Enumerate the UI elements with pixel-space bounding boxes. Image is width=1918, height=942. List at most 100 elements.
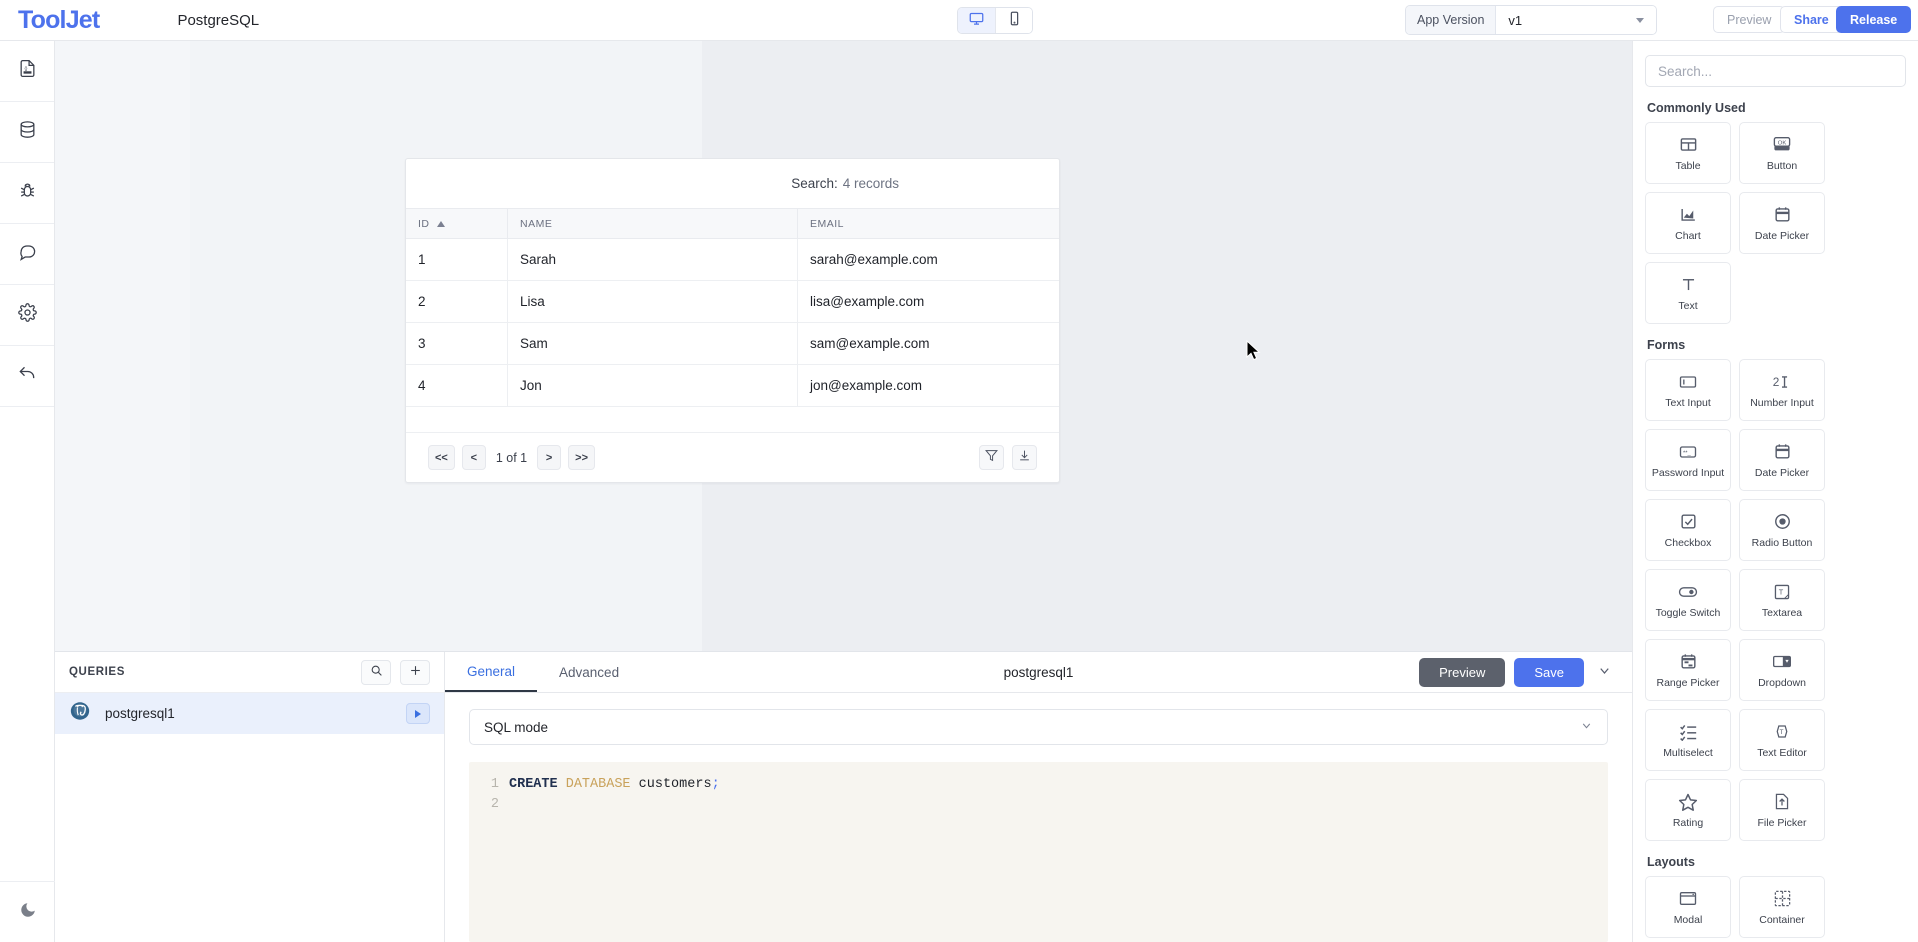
component-card-rating[interactable]: Rating bbox=[1645, 779, 1731, 841]
pagination-last-button[interactable]: >> bbox=[568, 445, 595, 470]
desktop-view-button[interactable] bbox=[958, 8, 995, 33]
pagination-page-label: 1 of 1 bbox=[495, 450, 528, 465]
svg-text:{}: {} bbox=[24, 66, 28, 72]
table-column-header-email[interactable]: EMAIL bbox=[798, 209, 1059, 238]
query-list-item-postgresql1[interactable]: postgresql1 bbox=[55, 693, 444, 734]
table-widget[interactable]: Search: 4 records ID NAME EMAIL 1 Sarah … bbox=[405, 158, 1060, 483]
table-filter-button[interactable] bbox=[979, 445, 1004, 470]
component-card-table[interactable]: Table bbox=[1645, 122, 1731, 184]
component-label: Text Editor bbox=[1757, 746, 1807, 759]
cell-email: lisa@example.com bbox=[810, 294, 925, 309]
line-number: 2 bbox=[490, 797, 499, 812]
svg-text:T: T bbox=[1780, 729, 1784, 736]
pagination-next-button[interactable]: > bbox=[537, 445, 562, 470]
component-label: Radio Button bbox=[1751, 536, 1813, 549]
pagination-prev-button[interactable]: < bbox=[461, 445, 486, 470]
app-name: PostgreSQL bbox=[177, 11, 260, 29]
query-list-header: QUERIES bbox=[55, 652, 444, 693]
tab-general[interactable]: General bbox=[445, 652, 538, 692]
component-card-chart[interactable]: Chart bbox=[1645, 192, 1731, 254]
component-card-button[interactable]: OK Button bbox=[1739, 122, 1825, 184]
table-row[interactable]: 4 Jon jon@example.com bbox=[406, 365, 1059, 407]
component-label: Password Input bbox=[1651, 466, 1725, 479]
table-search-bar[interactable]: Search: 4 records bbox=[406, 159, 1059, 208]
component-card-multiselect[interactable]: Multiselect bbox=[1645, 709, 1731, 771]
sidebar-item-comments[interactable] bbox=[0, 224, 54, 285]
query-name-label: postgresql1 bbox=[105, 706, 175, 721]
query-search-button[interactable] bbox=[361, 659, 391, 685]
database-icon bbox=[18, 120, 37, 144]
component-card-password-input[interactable]: **_ Password Input bbox=[1645, 429, 1731, 491]
sidebar-item-undo[interactable] bbox=[0, 346, 54, 407]
group-title-forms: Forms bbox=[1647, 338, 1686, 352]
code-line: 1 CREATE DATABASE customers; bbox=[469, 775, 1608, 795]
query-preview-button[interactable]: Preview bbox=[1419, 657, 1506, 687]
sidebar-item-datasources[interactable] bbox=[0, 102, 54, 163]
table-row[interactable]: 3 Sam sam@example.com bbox=[406, 323, 1059, 365]
table-column-header-id[interactable]: ID bbox=[406, 209, 508, 238]
component-card-toggle-switch[interactable]: Toggle Switch bbox=[1645, 569, 1731, 631]
group-title-commonly-used: Commonly Used bbox=[1647, 101, 1746, 115]
mobile-view-button[interactable] bbox=[995, 8, 1032, 33]
gear-icon bbox=[17, 303, 37, 327]
component-card-container[interactable]: Container bbox=[1739, 876, 1825, 938]
component-card-textarea[interactable]: T Textarea bbox=[1739, 569, 1825, 631]
sidebar-item-debugger[interactable] bbox=[0, 163, 54, 224]
left-icon-rail: {} bbox=[0, 41, 55, 942]
component-label: Toggle Switch bbox=[1655, 606, 1721, 619]
collapse-panel-button[interactable] bbox=[1593, 663, 1616, 682]
component-card-date-picker-forms[interactable]: Date Picker bbox=[1739, 429, 1825, 491]
table-record-count: 4 records bbox=[842, 176, 899, 191]
tab-advanced[interactable]: Advanced bbox=[559, 664, 620, 680]
code-content: CREATE DATABASE customers; bbox=[509, 777, 720, 792]
component-card-number-input[interactable]: 2 Number Input bbox=[1739, 359, 1825, 421]
cell-id: 3 bbox=[406, 323, 508, 364]
component-label: Dropdown bbox=[1758, 676, 1806, 689]
preview-button[interactable]: Preview bbox=[1713, 6, 1786, 33]
sidebar-item-pages[interactable]: {} bbox=[0, 41, 54, 102]
run-icon bbox=[415, 709, 421, 718]
component-card-text-editor[interactable]: T Text Editor bbox=[1739, 709, 1825, 771]
component-card-date-picker[interactable]: Date Picker bbox=[1739, 192, 1825, 254]
query-save-button[interactable]: Save bbox=[1514, 657, 1584, 687]
component-card-dropdown[interactable]: Dropdown bbox=[1739, 639, 1825, 701]
app-version-select[interactable]: v1 bbox=[1496, 6, 1657, 34]
table-column-header-name[interactable]: NAME bbox=[508, 209, 798, 238]
component-card-checkbox[interactable]: Checkbox bbox=[1645, 499, 1731, 561]
share-button[interactable]: Share bbox=[1780, 6, 1843, 33]
component-card-modal[interactable]: Modal bbox=[1645, 876, 1731, 938]
sql-mode-select[interactable]: SQL mode bbox=[469, 709, 1608, 745]
table-row[interactable]: 1 Sarah sarah@example.com bbox=[406, 239, 1059, 281]
sidebar-item-settings[interactable] bbox=[0, 285, 54, 346]
checkbox-icon bbox=[1679, 512, 1698, 532]
table-download-button[interactable] bbox=[1012, 445, 1037, 470]
mouse-cursor bbox=[1246, 339, 1262, 367]
component-card-text[interactable]: Text bbox=[1645, 262, 1731, 324]
component-card-text-input[interactable]: Text Input bbox=[1645, 359, 1731, 421]
components-search-box[interactable]: Search... bbox=[1645, 55, 1906, 87]
undo-icon bbox=[17, 364, 37, 389]
app-version-control[interactable]: App Version v1 bbox=[1405, 5, 1658, 35]
component-label: Container bbox=[1759, 913, 1805, 926]
pagination-first-button[interactable]: << bbox=[428, 445, 455, 470]
query-editor-tabs: General Advanced postgresql1 Preview Sav… bbox=[445, 652, 1632, 693]
run-query-button[interactable] bbox=[406, 703, 430, 724]
cell-email: sarah@example.com bbox=[810, 252, 938, 267]
sort-ascending-icon bbox=[436, 220, 445, 227]
component-card-range-picker[interactable]: Range Picker bbox=[1645, 639, 1731, 701]
cell-name: Sam bbox=[508, 323, 798, 364]
device-toggle[interactable] bbox=[957, 7, 1033, 34]
component-card-radio-button[interactable]: Radio Button bbox=[1739, 499, 1825, 561]
svg-text:OK: OK bbox=[1778, 141, 1787, 147]
svg-text:**_: **_ bbox=[1683, 450, 1692, 456]
tooljet-logo[interactable]: ToolJet bbox=[18, 5, 100, 34]
table-row[interactable]: 2 Lisa lisa@example.com bbox=[406, 281, 1059, 323]
radio-icon bbox=[1773, 512, 1792, 532]
component-label: Number Input bbox=[1750, 396, 1814, 409]
add-query-button[interactable] bbox=[400, 659, 430, 685]
release-button[interactable]: Release bbox=[1836, 6, 1912, 33]
toggle-icon bbox=[1677, 582, 1699, 602]
theme-toggle-button[interactable] bbox=[0, 881, 55, 942]
sql-code-editor[interactable]: 1 CREATE DATABASE customers; 2 bbox=[469, 762, 1608, 942]
component-card-file-picker[interactable]: File Picker bbox=[1739, 779, 1825, 841]
